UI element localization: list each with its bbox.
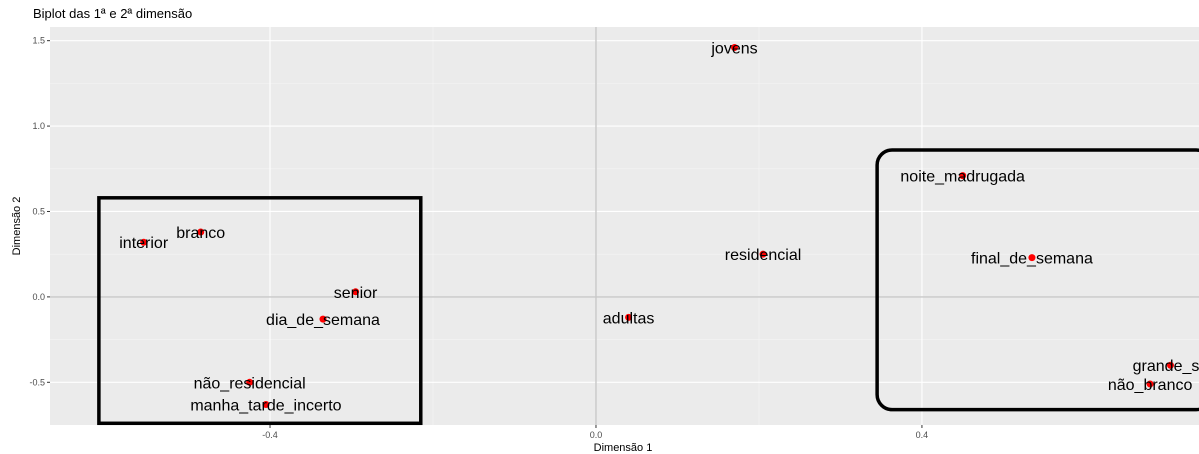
x-tick-label: 0.0 [590,430,603,440]
point-branco [197,228,205,236]
label-adultas: adultas [603,310,655,327]
point-jovens [731,43,739,51]
axis-ticks: -0.4 0.0 0.4 1.5 1.0 0.5 0.0 -0.5 [29,36,928,440]
label-senior: senior [334,285,378,302]
label-nao-residencial: não_residencial [194,375,306,392]
y-tick-label: 0.5 [32,206,45,216]
highlight-box-2 [875,148,1199,412]
y-tick-label: 1.5 [32,36,45,46]
point-dia-de-semana [319,315,327,323]
label-manha-tarde-incerto: manha_tarde_incerto [190,398,341,415]
plot-panel [50,27,1199,425]
y-axis-title: Dimensão 2 [11,197,23,256]
label-nao-branco: não_branco [1108,377,1193,394]
zero-reference-lines [50,27,1199,425]
y-tick-label: 1.0 [32,121,45,131]
label-residencial: residencial [725,247,801,264]
y-tick-label: 0.0 [32,292,45,302]
point-nao-branco [1146,380,1154,388]
chart-title: Biplot das 1ª e 2ª dimensão [33,6,193,21]
highlight-boxes [97,148,1199,426]
point-interior [140,238,148,246]
point-nao-residencial [246,378,254,386]
y-tick-label: -0.5 [29,377,45,387]
highlight-box-1 [97,196,423,426]
x-axis-title: Dimensão 1 [594,442,653,454]
point-senior [352,288,360,296]
label-grande-sp: grande_sp [1133,358,1199,375]
point-labels: jovens noite_madrugada residencial final_de… [119,40,1199,414]
point-adultas [625,313,633,321]
x-tick-label: -0.4 [262,430,278,440]
point-final-de-semana [1028,254,1036,262]
point-manha-tarde-incerto [262,401,270,409]
point-noite-madrugada [959,172,967,180]
point-grande-sp [1166,361,1174,369]
label-dia-de-semana: dia_de_semana [266,312,380,329]
label-branco: branco [176,225,225,242]
x-tick-label: 0.4 [916,430,929,440]
data-points [140,43,1174,409]
label-jovens: jovens [710,40,757,57]
point-residencial [759,250,767,258]
label-noite-madrugada: noite_madrugada [900,169,1025,186]
label-interior: interior [119,235,169,252]
minor-gridlines [50,27,1199,425]
label-final-de-semana: final_de_semana [971,251,1093,268]
